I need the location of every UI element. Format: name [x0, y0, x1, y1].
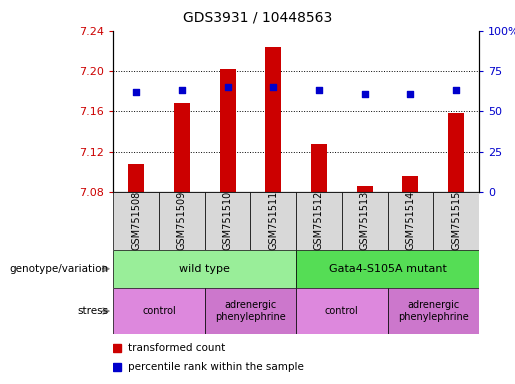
- Bar: [296, 192, 342, 250]
- Bar: [128, 164, 144, 192]
- Text: GSM751512: GSM751512: [314, 191, 324, 250]
- Text: percentile rank within the sample: percentile rank within the sample: [128, 362, 304, 372]
- Bar: [357, 186, 373, 192]
- Text: adrenergic
phenylephrine: adrenergic phenylephrine: [215, 300, 286, 322]
- Bar: [402, 176, 418, 192]
- Bar: [342, 192, 387, 250]
- Text: GSM751508: GSM751508: [131, 191, 141, 250]
- Bar: [113, 288, 204, 334]
- Text: stress: stress: [77, 306, 108, 316]
- Bar: [113, 192, 159, 250]
- Text: wild type: wild type: [179, 264, 230, 274]
- Point: [315, 87, 323, 93]
- Point: [132, 89, 140, 95]
- Bar: [387, 192, 433, 250]
- Bar: [387, 288, 479, 334]
- Text: GSM751515: GSM751515: [451, 191, 461, 250]
- Text: GSM751509: GSM751509: [177, 191, 187, 250]
- Bar: [159, 192, 204, 250]
- Bar: [204, 288, 296, 334]
- Point: [178, 87, 186, 93]
- Point: [224, 84, 232, 90]
- Bar: [296, 250, 479, 288]
- Text: control: control: [142, 306, 176, 316]
- Text: control: control: [325, 306, 359, 316]
- Bar: [311, 144, 327, 192]
- Bar: [204, 192, 250, 250]
- Bar: [113, 250, 296, 288]
- Bar: [250, 192, 296, 250]
- Point: [452, 87, 460, 93]
- Text: transformed count: transformed count: [128, 343, 225, 353]
- Text: adrenergic
phenylephrine: adrenergic phenylephrine: [398, 300, 469, 322]
- Point: [406, 91, 415, 97]
- Point: [269, 84, 278, 90]
- Text: GSM751510: GSM751510: [222, 191, 233, 250]
- Text: GSM751511: GSM751511: [268, 191, 278, 250]
- Bar: [433, 192, 479, 250]
- Text: Gata4-S105A mutant: Gata4-S105A mutant: [329, 264, 447, 274]
- Bar: [265, 47, 281, 192]
- Text: GSM751514: GSM751514: [405, 191, 416, 250]
- Text: genotype/variation: genotype/variation: [9, 264, 108, 274]
- Text: GSM751513: GSM751513: [359, 191, 370, 250]
- Bar: [174, 103, 190, 192]
- Point: [360, 91, 369, 97]
- Bar: [296, 288, 388, 334]
- Text: GDS3931 / 10448563: GDS3931 / 10448563: [183, 11, 332, 25]
- Bar: [219, 69, 235, 192]
- Bar: [448, 113, 464, 192]
